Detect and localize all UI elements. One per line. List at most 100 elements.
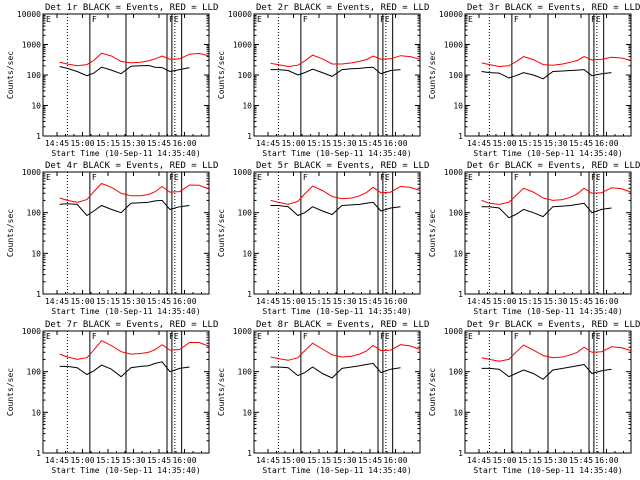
lld-series-line	[59, 339, 210, 360]
y-axis-label: Counts/sec	[428, 51, 437, 99]
panel-5: Det 5r BLACK = Events, RED = LLD 1 10 100 10…	[217, 161, 429, 316]
panel-2: Det 2r BLACK = Events, RED = LLD 1 10 100 10…	[217, 3, 429, 158]
x-tick-label: 15:45	[358, 139, 382, 148]
x-tick-label: 15:00	[492, 456, 516, 465]
x-tick-label: 15:45	[569, 139, 593, 148]
x-tick-label: 15:00	[70, 297, 94, 306]
y-axis-label: Counts/sec	[428, 368, 437, 416]
panel-title: Det 5r BLACK = Events, RED = LLD	[256, 161, 429, 171]
x-tick-label: 14:45	[256, 139, 280, 148]
event-marker-label: F	[591, 15, 596, 24]
x-axis-label: Start Time (10-Sep-11 14:35:40)	[51, 307, 200, 316]
x-tick-label: 15:45	[147, 139, 171, 148]
x-tick-label: 15:30	[121, 456, 145, 465]
panel-title: Det 9r BLACK = Events, RED = LLD	[467, 320, 640, 330]
panel-title: Det 7r BLACK = Events, RED = LLD	[45, 320, 218, 330]
y-axis-label: Counts/sec	[6, 368, 15, 416]
x-tick-label: 15:00	[70, 456, 94, 465]
x-axis-label: Start Time (10-Sep-11 14:35:40)	[51, 466, 200, 475]
x-tick-label: 15:00	[70, 139, 94, 148]
event-marker-label: F	[303, 173, 308, 182]
event-marker-label: E	[468, 332, 473, 341]
y-tick-label: 1000	[444, 168, 463, 177]
event-marker-label: F	[92, 15, 97, 24]
y-tick-label: 1	[247, 290, 252, 299]
x-tick-label: 15:30	[332, 297, 356, 306]
event-marker-label: F	[92, 173, 97, 182]
panel-7: Det 7r BLACK = Events, RED = LLD 1 10 100 10…	[6, 320, 218, 475]
y-tick-label: 10	[453, 102, 463, 111]
y-tick-label: 1	[458, 290, 463, 299]
event-marker-label: E	[257, 173, 262, 182]
lld-series-line	[59, 52, 210, 67]
x-tick-label: 14:45	[256, 297, 280, 306]
x-axis-label: Start Time (10-Sep-11 14:35:40)	[473, 307, 622, 316]
x-tick-label: 14:45	[467, 297, 491, 306]
y-tick-label: 1000	[444, 41, 463, 50]
y-tick-label: 1000	[22, 41, 41, 50]
event-marker-label: E	[596, 15, 601, 24]
y-tick-label: 10	[31, 408, 41, 417]
event-marker-label: F	[591, 332, 596, 341]
x-tick-label: 15:45	[147, 297, 171, 306]
y-tick-label: 100	[449, 368, 464, 377]
x-tick-label: 15:15	[307, 297, 331, 306]
x-tick-label: 15:45	[358, 456, 382, 465]
events-series-line	[270, 362, 401, 379]
panel-4: Det 4r BLACK = Events, RED = LLD 1 10 100 10…	[6, 161, 218, 316]
x-tick-label: 15:15	[96, 297, 120, 306]
events-series-line	[481, 69, 612, 80]
y-tick-label: 10000	[439, 10, 463, 19]
y-tick-label: 1000	[233, 327, 252, 336]
panel-6: Det 6r BLACK = Events, RED = LLD 1 10 100 10…	[428, 161, 640, 316]
x-tick-label: 15:30	[332, 139, 356, 148]
y-tick-label: 1000	[233, 41, 252, 50]
event-marker-label: E	[257, 15, 262, 24]
y-tick-label: 100	[449, 209, 464, 218]
event-marker-label: F	[169, 15, 174, 24]
y-axis-label: Counts/sec	[217, 209, 226, 257]
event-marker-label: F	[591, 173, 596, 182]
event-marker-label: F	[514, 173, 519, 182]
x-tick-label: 15:00	[492, 297, 516, 306]
events-series-line	[481, 363, 612, 380]
events-series-line	[59, 199, 190, 217]
event-marker-label: F	[303, 332, 308, 341]
y-axis-label: Counts/sec	[6, 51, 15, 99]
y-tick-label: 10	[242, 408, 252, 417]
x-tick-label: 16:00	[594, 139, 618, 148]
x-tick-label: 15:15	[96, 139, 120, 148]
panel-title: Det 3r BLACK = Events, RED = LLD	[467, 3, 640, 13]
event-marker-label: E	[46, 332, 51, 341]
event-marker-label: E	[257, 332, 262, 341]
events-series-line	[481, 202, 612, 219]
y-tick-label: 10	[453, 408, 463, 417]
x-tick-label: 14:45	[45, 297, 69, 306]
y-tick-label: 100	[238, 368, 253, 377]
x-axis-label: Start Time (10-Sep-11 14:35:40)	[473, 466, 622, 475]
panel-1: Det 1r BLACK = Events, RED = LLD 1 10 100 10…	[6, 3, 218, 158]
event-marker-label: E	[174, 15, 179, 24]
event-marker-label: F	[380, 15, 385, 24]
x-tick-label: 16:00	[172, 139, 196, 148]
y-tick-label: 10	[242, 102, 252, 111]
x-tick-label: 15:30	[121, 139, 145, 148]
y-axis-label: Counts/sec	[6, 209, 15, 257]
y-tick-label: 100	[449, 71, 464, 80]
panel-title: Det 1r BLACK = Events, RED = LLD	[45, 3, 218, 13]
y-tick-label: 100	[238, 71, 253, 80]
lld-series-line	[59, 182, 210, 203]
y-tick-label: 1	[36, 449, 41, 458]
x-tick-label: 15:45	[358, 297, 382, 306]
event-marker-label: E	[596, 332, 601, 341]
x-tick-label: 15:00	[281, 456, 305, 465]
x-axis-label: Start Time (10-Sep-11 14:35:40)	[473, 149, 622, 158]
x-tick-label: 15:15	[96, 456, 120, 465]
y-tick-label: 10	[453, 249, 463, 258]
event-marker-label: F	[169, 332, 174, 341]
y-tick-label: 10	[31, 102, 41, 111]
panel-9: Det 9r BLACK = Events, RED = LLD 1 10 100 10…	[428, 320, 640, 475]
events-series-line	[59, 64, 190, 77]
x-tick-label: 16:00	[594, 297, 618, 306]
x-tick-label: 15:30	[332, 456, 356, 465]
